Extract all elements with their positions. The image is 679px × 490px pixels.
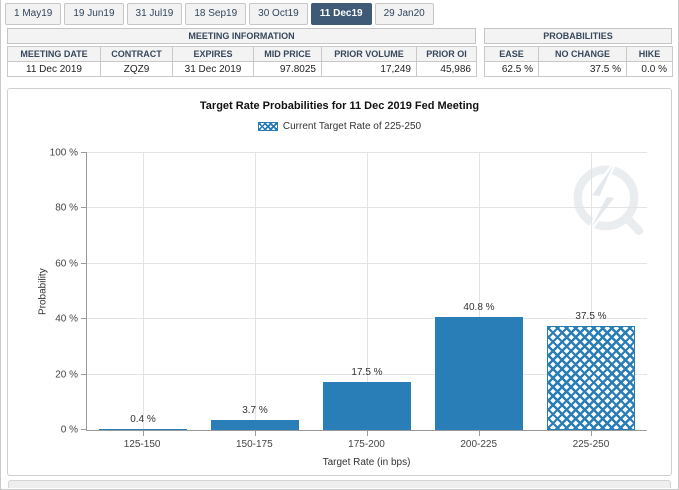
y-tick-label: 20 % (55, 369, 78, 381)
plot-area: 0 % 20 % 40 % 60 % 80 % 100 % 0.4 % 3.7 % 17.5 %… (50, 148, 647, 436)
watermark-logo-icon (573, 153, 644, 240)
cell-contract: ZQZ9 (100, 61, 173, 77)
col-ease: EASE (484, 46, 539, 62)
cell-ease: 62.5 % (484, 61, 539, 77)
tab-30-oct19[interactable]: 30 Oct19 (249, 3, 308, 25)
col-expires: EXPIRES (172, 46, 254, 62)
y-tick-label: 0 % (60, 424, 78, 436)
bar-value-label: 37.5 % (575, 311, 607, 323)
x-tick-mark (367, 430, 368, 436)
chart-panel: Target Rate Probabilities for 11 Dec 201… (7, 88, 672, 476)
meeting-info-grid: MEETING DATE CONTRACT EXPIRES MID PRICE … (7, 46, 477, 77)
tab-11-dec19-active[interactable]: 11 Dec19 (310, 3, 372, 25)
y-tick-mark (81, 429, 87, 430)
cell-prior-oi: 45,986 (416, 61, 477, 77)
bar-175-200 (323, 381, 411, 430)
cell-meeting-date: 11 Dec 2019 (7, 61, 101, 77)
bar-slot: 0.4 % (87, 153, 199, 436)
y-tick-mark (81, 262, 87, 264)
y-tick-mark (81, 373, 87, 375)
h-gridline (87, 152, 647, 153)
bar-125-150 (99, 428, 187, 430)
legend-label: Current Target Rate of 225-250 (282, 121, 422, 132)
probabilities-grid: EASE NO CHANGE HIKE 62.5 % 37.5 % 0.0 % (484, 46, 673, 77)
chart-legend: Current Target Rate of 225-250 (8, 121, 671, 132)
info-tables: MEETING INFORMATION MEETING DATE CONTRAC… (1, 25, 678, 77)
col-hike: HIKE (626, 46, 673, 62)
x-tick-label: 225-250 (572, 439, 610, 450)
bar-150-175 (211, 419, 299, 430)
v-gridline (479, 153, 480, 430)
v-gridline (255, 153, 256, 430)
bar-value-label: 3.7 % (242, 404, 268, 416)
col-meeting-date: MEETING DATE (7, 46, 101, 62)
y-tick-mark (81, 152, 87, 153)
tab-29-jan20[interactable]: 29 Jan20 (374, 3, 434, 25)
col-no-change: NO CHANGE (538, 46, 627, 62)
chart-title: Target Rate Probabilities for 11 Dec 201… (199, 100, 480, 112)
bar-200-225 (435, 316, 523, 430)
cell-no-change: 37.5 % (538, 61, 627, 77)
cell-hike: 0.0 % (626, 61, 673, 77)
bar-value-label: 0.4 % (130, 413, 156, 425)
bar-value-label: 40.8 % (463, 301, 495, 313)
probabilities-table: PROBABILITIES EASE NO CHANGE HIKE 62.5 %… (484, 28, 673, 77)
tab-1-may19[interactable]: 1 May19 (5, 3, 62, 25)
bar-slot: 37.5 % (535, 153, 647, 436)
tab-19-jun19[interactable]: 19 Jun19 (64, 3, 124, 25)
bar-value-label: 17.5 % (351, 366, 383, 378)
v-gridline (591, 153, 592, 430)
col-prior-volume: PRIOR VOLUME (321, 46, 417, 62)
next-section-edge (8, 480, 671, 488)
y-tick-mark (81, 318, 87, 320)
y-axis-title: Probability (37, 268, 49, 316)
x-tick-mark (591, 430, 592, 436)
bar-225-250 (547, 326, 635, 430)
x-tick-mark (143, 430, 144, 436)
bar-slot: 17.5 % (311, 153, 423, 436)
v-gridline (367, 153, 368, 430)
cell-mid-price: 97.8025 (253, 61, 322, 77)
y-tick-label: 40 % (55, 313, 78, 325)
col-contract: CONTRACT (100, 46, 173, 62)
plot-region: 0 % 20 % 40 % 60 % 80 % 100 % 0.4 % 3.7 % 17.5 %… (50, 148, 647, 436)
meeting-info-table: MEETING INFORMATION MEETING DATE CONTRAC… (7, 28, 477, 77)
x-tick-labels: 125-150 150-175 175-200 200-225 225-250 (86, 439, 647, 450)
x-tick-label: 125-150 (123, 439, 161, 450)
x-tick-mark (479, 430, 480, 436)
cell-expires: 31 Dec 2019 (172, 61, 254, 77)
tab-18-sep19[interactable]: 18 Sep19 (185, 3, 247, 25)
legend-crosshatch-swatch (257, 122, 278, 131)
bar-slot: 3.7 % (199, 153, 311, 436)
y-tick-mark (81, 207, 87, 209)
bar-slot: 40.8 % (423, 153, 535, 436)
probabilities-row: 62.5 % 37.5 % 0.0 % (484, 61, 673, 77)
x-axis-title: Target Rate (in bps) (322, 457, 411, 468)
meeting-info-row: 11 Dec 2019 ZQZ9 31 Dec 2019 97.8025 17,… (7, 61, 477, 77)
y-tick-label: 80 % (55, 202, 78, 214)
tab-31-jul19[interactable]: 31 Jul19 (126, 3, 183, 25)
cell-prior-volume: 17,249 (321, 61, 417, 77)
x-tick-mark (255, 430, 256, 436)
meeting-tab-bar: 1 May19 19 Jun19 31 Jul19 18 Sep19 30 Oc… (1, 0, 678, 25)
y-tick-label: 100 % (49, 147, 78, 159)
x-tick-label: 175-200 (348, 439, 385, 450)
v-gridline (143, 153, 144, 430)
col-mid-price: MID PRICE (253, 46, 322, 62)
col-prior-oi: PRIOR OI (416, 46, 477, 62)
probabilities-title: PROBABILITIES (484, 28, 672, 44)
x-tick-label: 200-225 (460, 439, 498, 450)
y-tick-label: 60 % (55, 258, 78, 270)
meeting-info-title: MEETING INFORMATION (7, 28, 476, 44)
x-tick-label: 150-175 (235, 439, 273, 450)
